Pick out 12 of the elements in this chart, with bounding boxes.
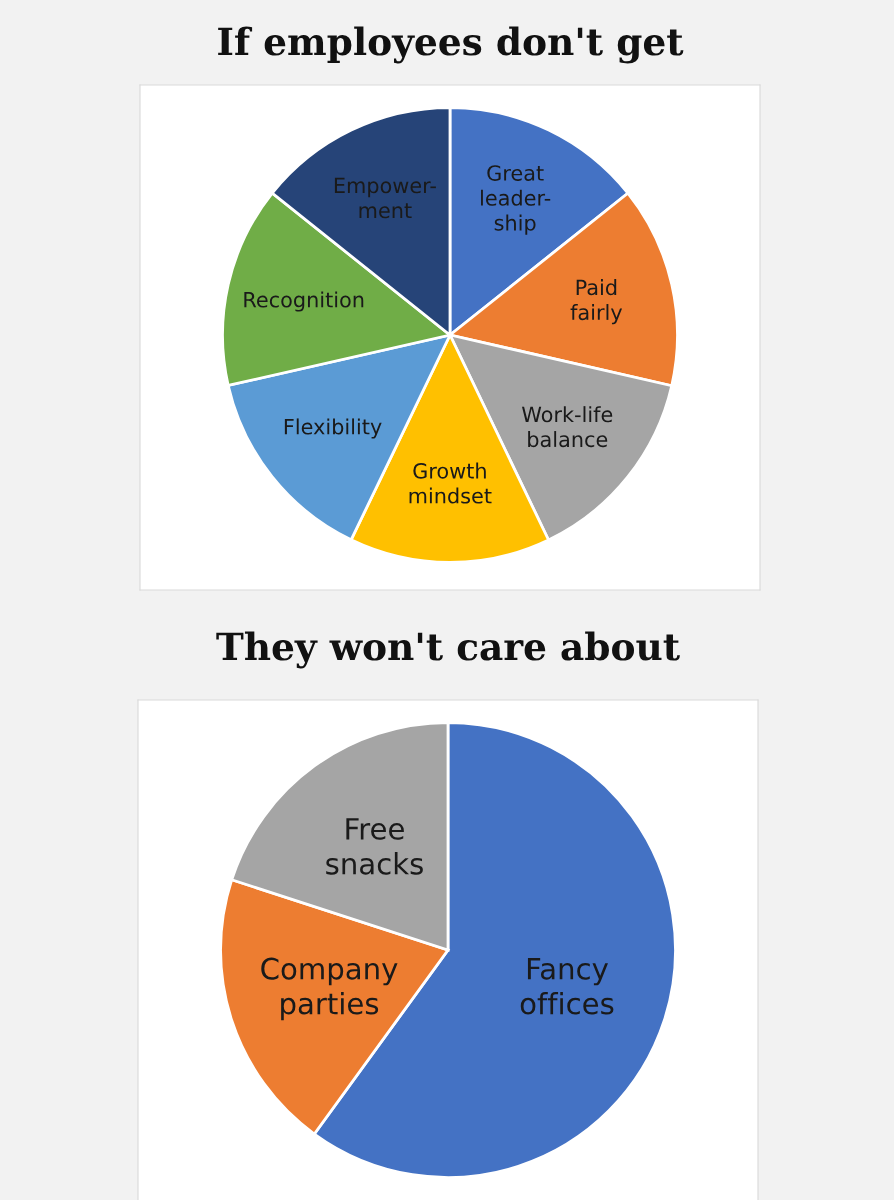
- slice-label: Great leader- ship: [481, 165, 551, 235]
- chart-title: They won't care about: [216, 631, 680, 669]
- slice-label: Free snacks: [326, 818, 423, 875]
- slice-label: Work-life balance: [522, 406, 613, 448]
- slice-label: Recognition: [244, 291, 364, 312]
- slice-label: Company parties: [261, 957, 398, 1021]
- slice-label: Fancy offices: [520, 958, 614, 1015]
- chart-title: If employees don't get: [218, 26, 684, 64]
- slice-label: Empower- ment: [334, 177, 436, 219]
- slice-label: Flexibility: [284, 418, 382, 439]
- slice-label: Growth mindset: [409, 462, 492, 504]
- slice-label: Paid fairly: [570, 279, 623, 325]
